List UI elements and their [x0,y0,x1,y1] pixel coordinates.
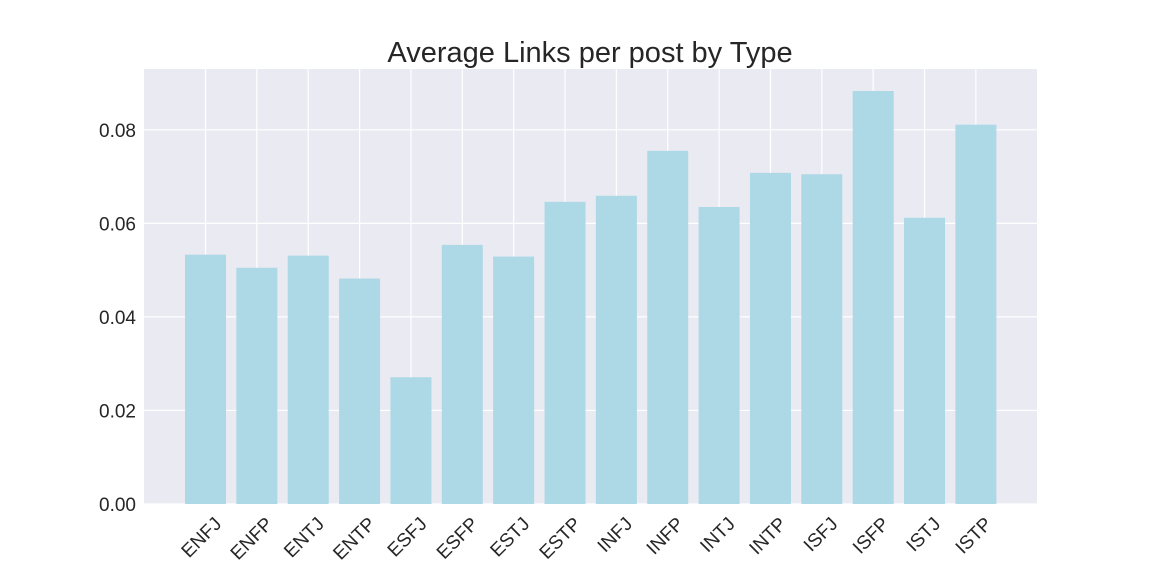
x-tick-label: INTP [746,514,791,559]
bar-isfp [852,90,894,504]
x-tick-label: ISFJ [800,514,842,556]
bar-isfj [801,174,843,504]
x-tick-label: INTJ [696,514,739,557]
bar-esfj [390,377,432,504]
bars [185,90,997,505]
x-tick-label: ENFJ [178,514,226,562]
bar-istp [955,124,997,505]
x-tick-label: INFJ [594,514,637,557]
y-axis-ticks: 0.00 0.02 0.04 0.06 0.08 [99,121,136,516]
bar-entj [287,255,329,504]
y-tick-label: 0.04 [99,308,136,329]
y-tick-label: 0.06 [99,214,136,235]
bar-infp [647,150,689,504]
bar-esfp [441,244,483,504]
bar-entp [339,278,381,504]
x-tick-label: ISTJ [903,514,945,556]
bar-enfp [236,267,278,504]
chart-title: Average Links per post by Type [387,37,792,69]
x-tick-label: ESFP [433,514,483,564]
x-tick-label: ISFP [849,514,894,559]
x-tick-label: ISTP [952,514,997,559]
bar-infj [595,195,637,505]
x-axis-ticks: ENFJ ENFP ENTJ ENTP ESFJ ESFP ESTJ ESTP INFJ INFP… [178,514,997,565]
x-tick-label: INFP [643,514,688,559]
y-tick-label: 0.00 [99,495,136,516]
x-tick-label: ENFP [227,514,278,565]
bar-intj [698,206,740,504]
bar-estj [493,256,535,504]
x-tick-label: ENTJ [280,514,328,562]
bar-istj [904,217,946,504]
x-tick-label: ESTJ [487,514,535,562]
x-tick-label: ESFJ [384,514,432,562]
y-tick-label: 0.02 [99,401,136,422]
bar-enfj [185,254,226,504]
y-tick-label: 0.08 [99,121,136,142]
bar-estp [544,201,586,504]
bar-intp [749,172,791,504]
plot-area [144,69,1037,504]
x-tick-label: ESTP [536,514,586,564]
x-tick-label: ENTP [329,514,380,565]
